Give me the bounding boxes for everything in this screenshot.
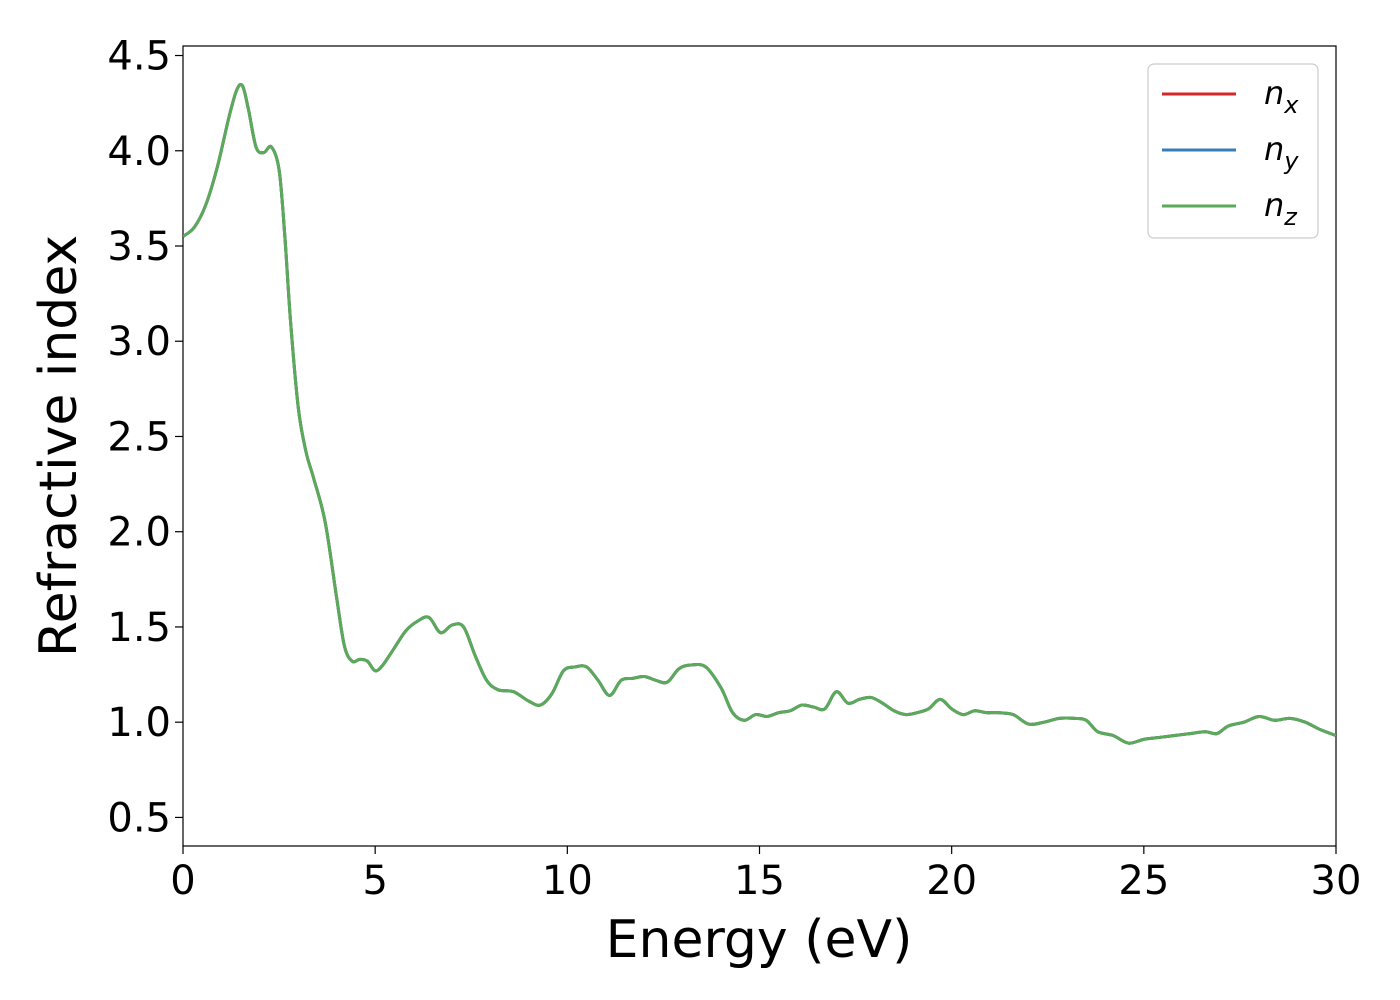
y-tick-label: 2.0 xyxy=(107,510,171,556)
series-line-z xyxy=(183,82,1336,745)
x-tick-label: 25 xyxy=(1118,858,1169,904)
legend-label-base: n xyxy=(1264,74,1284,112)
series-layer xyxy=(183,82,1336,745)
x-tick-label: 15 xyxy=(734,858,785,904)
y-tick-label: 1.0 xyxy=(107,700,171,746)
legend-label-base: n xyxy=(1264,186,1284,224)
legend-label-subscript: z xyxy=(1283,203,1298,231)
y-tick-label: 3.5 xyxy=(107,224,171,270)
y-axis-ticks: 0.5 1.0 1.5 2.0 2.5 3.0 3.5 4.0 4.5 xyxy=(107,34,183,841)
y-tick-label: 4.5 xyxy=(107,34,171,80)
x-axis-ticks: 0 5 10 15 20 25 30 xyxy=(170,846,1361,904)
x-tick-label: 0 xyxy=(170,858,195,904)
y-tick-label: 0.5 xyxy=(107,795,171,841)
y-axis-label: Refractive index xyxy=(29,235,89,657)
legend-label-base: n xyxy=(1264,130,1284,168)
legend-label-y: ny xyxy=(1264,130,1299,175)
legend-label-subscript: x xyxy=(1283,91,1299,119)
x-tick-label: 30 xyxy=(1311,858,1362,904)
legend-label-subscript: y xyxy=(1283,147,1299,175)
x-tick-label: 20 xyxy=(926,858,977,904)
y-tick-label: 1.5 xyxy=(107,605,171,651)
y-tick-label: 4.0 xyxy=(107,129,171,175)
x-tick-label: 10 xyxy=(542,858,593,904)
x-axis-label: Energy (eV) xyxy=(606,910,913,970)
y-tick-label: 3.0 xyxy=(107,319,171,365)
y-tick-label: 2.5 xyxy=(107,414,171,460)
x-tick-label: 5 xyxy=(362,858,387,904)
legend-label-x: nx xyxy=(1264,74,1299,119)
legend-label-z: nz xyxy=(1264,186,1298,231)
